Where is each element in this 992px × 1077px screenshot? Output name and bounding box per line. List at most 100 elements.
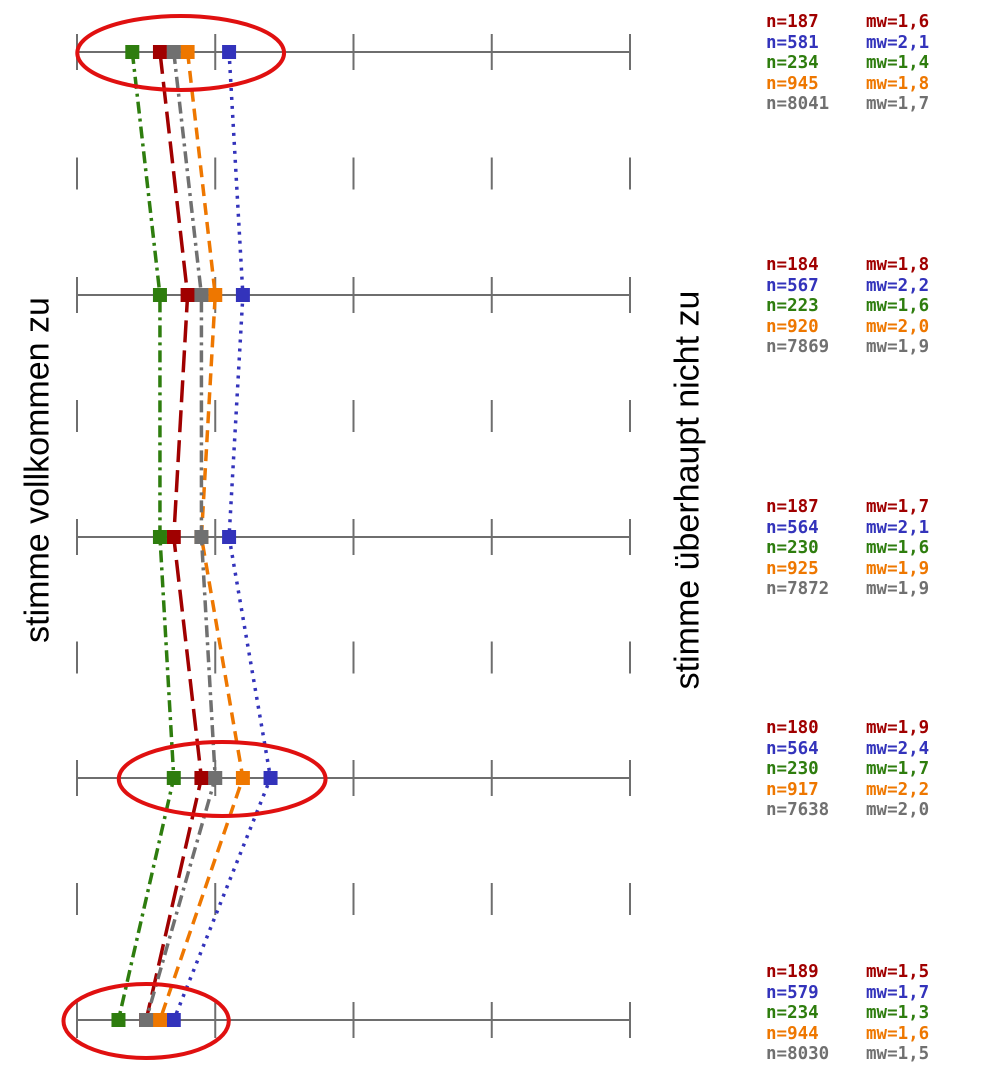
stat-row: n=230 mw=1,6 (766, 538, 929, 559)
highlight-ellipse (61, 982, 231, 1060)
series-5-point (194, 288, 209, 302)
stat-mw-value: mw=1,6 (866, 12, 930, 32)
stat-n-value: n=564 (766, 738, 819, 759)
stat-row: n=920 mw=2,0 (766, 317, 929, 338)
stat-n-value: n=223 (766, 296, 819, 316)
stat-n-value: n=187 (766, 12, 819, 32)
series-5-point (208, 771, 223, 785)
stat-n-value: n=189 (766, 962, 819, 982)
stat-mw-value: mw=1,6 (866, 1023, 930, 1044)
stat-mw-value: mw=1,9 (866, 579, 930, 599)
stat-row: n=223 mw=1,6 (766, 296, 929, 317)
stat-mw-value: mw=1,9 (866, 558, 930, 579)
stat-mw-value: mw=2,0 (866, 800, 930, 820)
stat-n-value: n=945 (766, 73, 819, 94)
stat-mw-value: mw=1,6 (866, 538, 930, 558)
series-5-point (166, 45, 181, 59)
stat-n-value: n=187 (766, 497, 819, 517)
stat-n-value: n=7869 (766, 337, 830, 357)
stat-mw-value: mw=1,7 (866, 94, 930, 114)
series-2-point (166, 1013, 181, 1027)
stat-row: n=579 mw=1,7 (766, 983, 929, 1004)
stat-mw-value: mw=1,8 (866, 73, 930, 94)
stat-row: n=944 mw=1,6 (766, 1024, 929, 1045)
stat-n-value: n=184 (766, 255, 819, 275)
stat-row: n=581 mw=2,1 (766, 33, 929, 54)
series-3-point (125, 45, 140, 59)
stat-row: n=180 mw=1,9 (766, 718, 929, 739)
stat-n-value: n=7872 (766, 579, 830, 599)
stat-mw-value: mw=1,6 (866, 296, 930, 316)
stat-mw-value: mw=1,5 (866, 962, 930, 982)
stat-mw-value: mw=1,7 (866, 982, 930, 1003)
stat-n-value: n=234 (766, 53, 819, 73)
stat-n-value: n=581 (766, 32, 819, 53)
stat-group: n=184 mw=1,8 n=567 mw=2,2 n=223 mw=1,6 n=920 mw… (766, 255, 929, 358)
highlight-ellipse (75, 14, 287, 92)
stat-n-value: n=234 (766, 1003, 819, 1023)
series-4-point (152, 1013, 167, 1027)
stat-row: n=189 mw=1,5 (766, 962, 929, 983)
stat-n-value: n=180 (766, 718, 819, 738)
stat-row: n=187 mw=1,6 (766, 12, 929, 33)
series-5-point (194, 530, 209, 544)
stat-n-value: n=925 (766, 558, 819, 579)
stat-row: n=564 mw=2,4 (766, 739, 929, 760)
stat-mw-value: mw=1,9 (866, 718, 930, 738)
stat-mw-value: mw=1,4 (866, 53, 930, 73)
stat-n-value: n=230 (766, 538, 819, 558)
stat-row: n=184 mw=1,8 (766, 255, 929, 276)
stat-n-value: n=7638 (766, 800, 830, 820)
stat-row: n=925 mw=1,9 (766, 559, 929, 580)
stat-group: n=187 mw=1,7 n=564 mw=2,1 n=230 mw=1,6 n=925 mw… (766, 497, 929, 600)
stat-mw-value: mw=2,2 (866, 779, 930, 800)
series-2-point (222, 530, 237, 544)
series-1-point (152, 45, 167, 59)
stat-mw-value: mw=1,8 (866, 255, 930, 275)
stat-n-value: n=579 (766, 982, 819, 1003)
series-1-point (166, 530, 181, 544)
stat-mw-value: mw=1,7 (866, 759, 930, 779)
series-3-point (111, 1013, 126, 1027)
series-5-point (139, 1013, 154, 1027)
stat-row: n=7638 mw=2,0 (766, 800, 929, 821)
highlight-ellipse (116, 740, 328, 818)
stat-mw-value: mw=2,1 (866, 32, 930, 53)
stat-row: n=564 mw=2,1 (766, 518, 929, 539)
series-2-point (235, 288, 250, 302)
series-3-point (152, 530, 167, 544)
stat-n-value: n=564 (766, 517, 819, 538)
stat-row: n=230 mw=1,7 (766, 759, 929, 780)
stat-n-value: n=8041 (766, 94, 830, 114)
stat-n-value: n=230 (766, 759, 819, 779)
series-4-point (235, 771, 250, 785)
stat-mw-value: mw=2,1 (866, 517, 930, 538)
series-line-2 (172, 51, 273, 1021)
stat-mw-value: mw=1,9 (866, 337, 930, 357)
stat-row: n=8041 mw=1,7 (766, 94, 929, 115)
stat-n-value: n=567 (766, 275, 819, 296)
stat-row: n=7872 mw=1,9 (766, 579, 929, 600)
stat-mw-value: mw=2,0 (866, 316, 930, 337)
stat-row: n=187 mw=1,7 (766, 497, 929, 518)
axis-label-left: stimme vollkommen zu (18, 297, 57, 643)
stat-n-value: n=8030 (766, 1044, 830, 1064)
stat-mw-value: mw=1,3 (866, 1003, 930, 1023)
stat-n-value: n=944 (766, 1023, 819, 1044)
stat-row: n=567 mw=2,2 (766, 276, 929, 297)
series-1-point (194, 771, 209, 785)
stat-row: n=945 mw=1,8 (766, 74, 929, 95)
series-3-point (152, 288, 167, 302)
stat-row: n=234 mw=1,4 (766, 53, 929, 74)
axis-label-right: stimme überhaupt nicht zu (668, 290, 707, 690)
stat-mw-value: mw=2,4 (866, 738, 930, 759)
stat-n-value: n=917 (766, 779, 819, 800)
highlight-ellipses (61, 14, 328, 1060)
series-4-point (208, 288, 223, 302)
series-markers (111, 45, 278, 1027)
stat-group: n=180 mw=1,9 n=564 mw=2,4 n=230 mw=1,7 n=917 mw… (766, 718, 929, 821)
series-2-point (263, 771, 278, 785)
stat-group: n=187 mw=1,6 n=581 mw=2,1 n=234 mw=1,4 n=945 mw… (766, 12, 929, 115)
stat-row: n=8030 mw=1,5 (766, 1044, 929, 1065)
